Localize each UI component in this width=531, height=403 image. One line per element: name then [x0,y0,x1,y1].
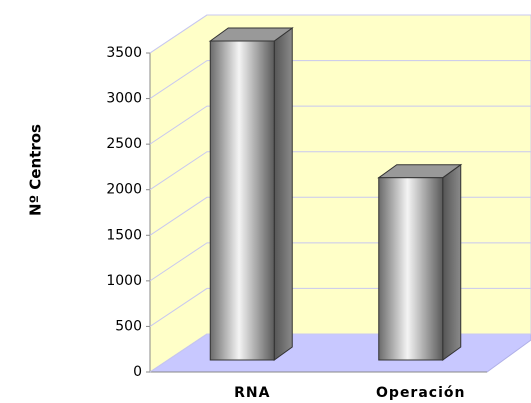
back-wall [149,14,531,373]
y-tick-label: 2000 [106,182,142,198]
bar-front [378,177,444,361]
bar-front [209,40,275,361]
grid-line [149,105,531,145]
x-tick-label: Operación [376,385,465,401]
bar [377,163,463,361]
grid-line [149,14,531,54]
bar-side [442,163,462,361]
y-tick-label: 3000 [106,91,142,107]
bar-side [273,27,293,361]
y-tick-label: 1000 [106,273,142,289]
y-tick-label: 3500 [106,45,142,61]
y-tick-label: 500 [115,318,142,334]
bar [208,27,294,361]
y-tick-label: 2500 [106,136,142,152]
grid-line [149,60,531,99]
floor [148,333,531,373]
x-tick-label: RNA [234,385,270,401]
y-tick-label: 0 [133,364,142,380]
grid-line [149,151,531,191]
y-axis-label: Nº Centros [27,124,45,216]
y-tick-label: 1500 [106,227,142,243]
